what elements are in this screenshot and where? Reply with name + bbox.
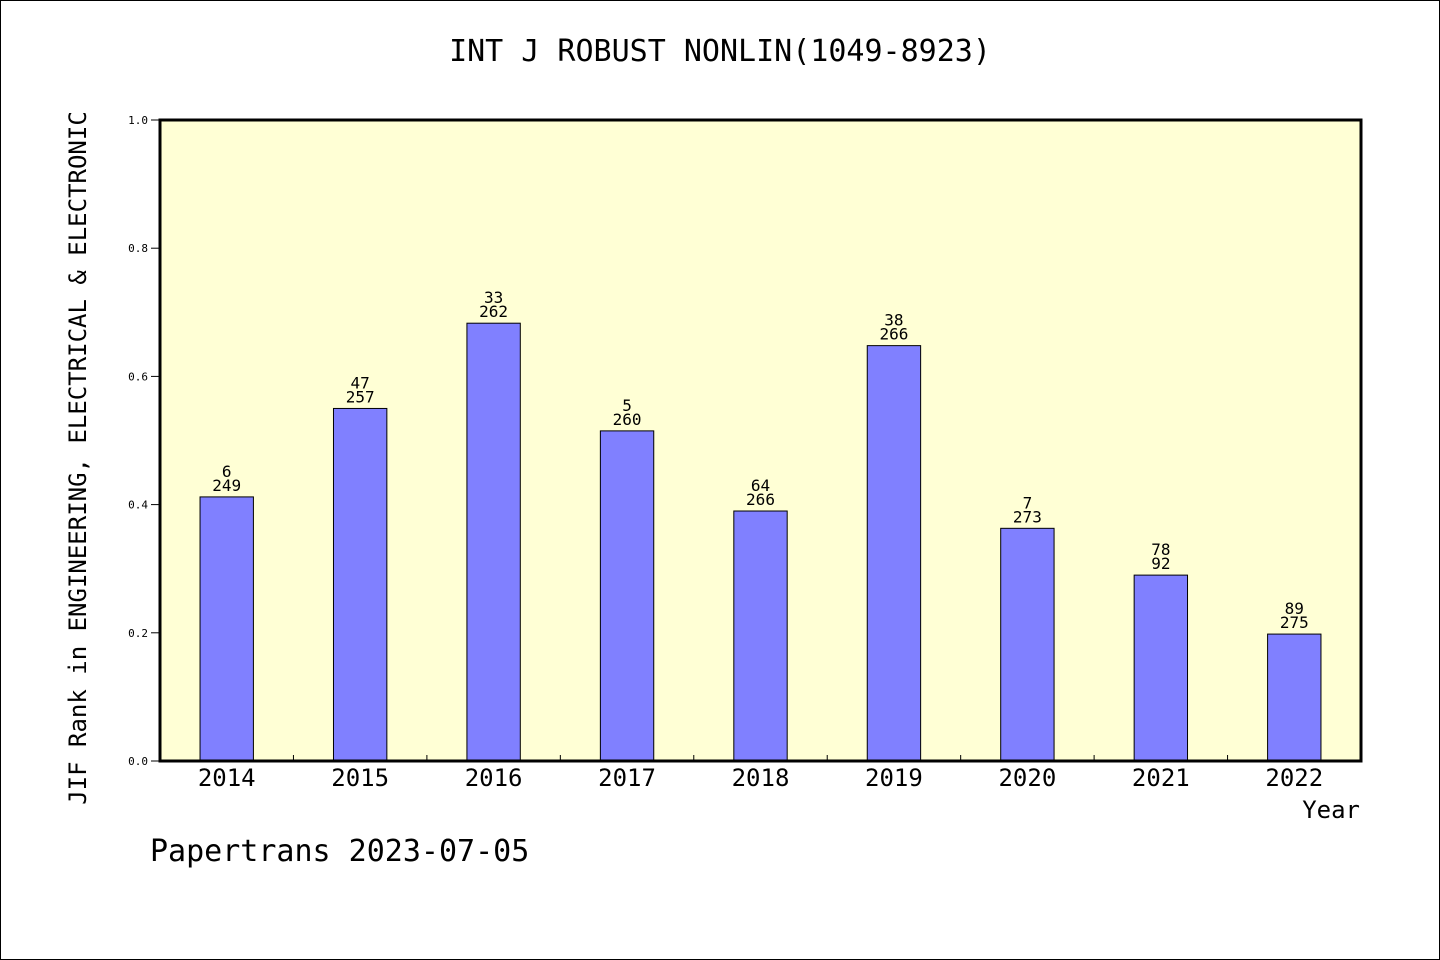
bar-label-top-2020: 7 xyxy=(1023,493,1033,512)
bar-label-top-2014: 6 xyxy=(222,462,232,481)
bar-label-top-2017: 5 xyxy=(622,396,632,415)
bar-2019 xyxy=(866,345,922,762)
x-tick-label-2018: 2018 xyxy=(732,764,790,792)
bar-label-bottom-2021: 92 xyxy=(1151,554,1170,573)
y-axis-label: JIF Rank in ENGINEERING, ELECTRICAL & EL… xyxy=(64,111,92,805)
bar-label-top-2022: 89 xyxy=(1285,599,1304,618)
x-axis-label: Year xyxy=(1302,796,1360,824)
bar-label-bottom-2017: 260 xyxy=(613,410,642,429)
y-tick-label: 0.2 xyxy=(128,627,148,640)
bar-2017 xyxy=(599,430,655,762)
x-tick-label-2017: 2017 xyxy=(598,764,656,792)
x-tick-label-2015: 2015 xyxy=(331,764,389,792)
bar-label-top-2018: 64 xyxy=(751,476,770,495)
bars-layer xyxy=(199,322,1322,762)
bar-2022 xyxy=(1267,633,1322,762)
bar-label-top-2019: 38 xyxy=(884,311,903,330)
data-labels-layer: 6249472573326252606426638266727378928927… xyxy=(212,288,1308,632)
bar-2018 xyxy=(733,510,788,762)
bar-2014 xyxy=(199,496,254,762)
bar-label-bottom-2015: 257 xyxy=(346,387,375,406)
y-tick-label: 0.0 xyxy=(128,755,148,768)
y-tick-label: 0.6 xyxy=(128,370,148,383)
y-axis-ticks: 0.0 0.2 0.4 0.6 0.8 1.0 xyxy=(128,114,160,768)
bar-label-top-2021: 78 xyxy=(1151,540,1170,559)
y-tick-label: 1.0 xyxy=(128,114,148,127)
bar-label-top-2015: 47 xyxy=(351,373,370,392)
plot-border xyxy=(158,118,1363,763)
bar-label-bottom-2016: 262 xyxy=(479,302,508,321)
footer-credit: Papertrans 2023-07-05 xyxy=(150,834,530,869)
x-tick-label-2016: 2016 xyxy=(465,764,523,792)
bar-label-bottom-2020: 273 xyxy=(1013,507,1042,526)
bar-label-bottom-2022: 275 xyxy=(1280,613,1309,632)
bar-2021 xyxy=(1133,574,1189,762)
x-tick-label-2019: 2019 xyxy=(865,764,923,792)
x-axis-ticks: 2014 2015 2016 2017 2018 2019 2020 2021 2022 xyxy=(198,755,1323,792)
bar-label-bottom-2018: 266 xyxy=(746,490,775,509)
bar-2016 xyxy=(466,322,521,762)
x-tick-label-2014: 2014 xyxy=(198,764,256,792)
bar-label-bottom-2019: 266 xyxy=(879,325,908,344)
chart-title: INT J ROBUST NONLIN(1049-8923) xyxy=(449,34,991,69)
y-tick-label: 0.4 xyxy=(128,499,148,512)
x-tick-label-2021: 2021 xyxy=(1132,764,1190,792)
bar-label-top-2016: 33 xyxy=(484,288,503,307)
bar-label-bottom-2014: 249 xyxy=(212,476,241,495)
x-tick-label-2020: 2020 xyxy=(998,764,1056,792)
y-tick-label: 0.8 xyxy=(128,242,148,255)
bar-2020 xyxy=(1000,527,1055,762)
x-tick-label-2022: 2022 xyxy=(1265,764,1323,792)
bar-2015 xyxy=(332,407,388,762)
